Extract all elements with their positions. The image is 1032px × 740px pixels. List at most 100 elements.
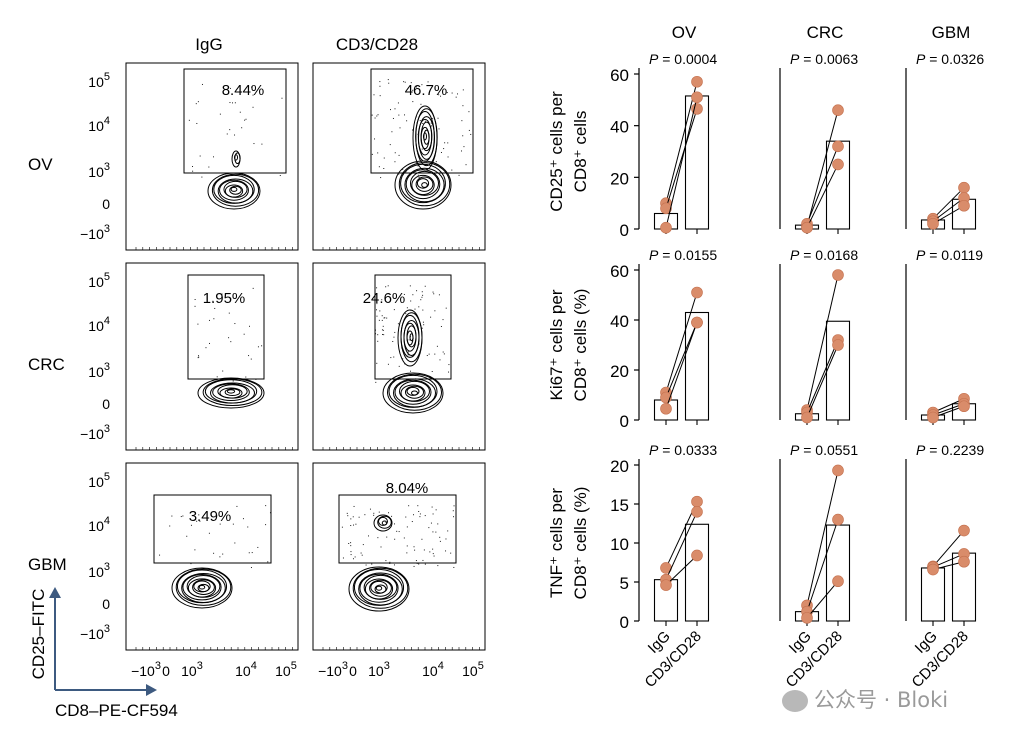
contour-ring <box>212 383 250 402</box>
column-title: CD3/CD28 <box>336 35 418 54</box>
event-dot <box>437 523 439 525</box>
event-dot <box>362 544 364 546</box>
event-dot <box>281 97 283 99</box>
event-dot <box>393 564 395 566</box>
event-dot <box>377 152 379 154</box>
y-tick-label: 5 <box>620 574 629 593</box>
data-point <box>660 221 672 234</box>
event-dot <box>230 341 232 343</box>
x-tick-label: 104 <box>422 660 444 679</box>
event-dot <box>352 516 354 518</box>
event-dot <box>375 329 377 331</box>
p-value: P = 0.0119 <box>916 247 983 263</box>
event-dot <box>250 567 252 569</box>
bar-panel: 0 20 40 60 P = 0.0155 Ki67⁺ cells per CD8⁺ cel… <box>547 247 717 431</box>
pair-line <box>806 146 839 225</box>
event-dot <box>261 143 263 145</box>
wechat-icon <box>782 690 808 712</box>
event-dot <box>440 151 442 153</box>
contour-ring <box>400 384 426 402</box>
gate-box <box>187 274 265 380</box>
data-point <box>958 524 970 537</box>
pair-line <box>665 292 698 393</box>
event-dot <box>398 531 400 533</box>
y-tick-label: 0 <box>102 596 110 612</box>
event-dot <box>355 523 357 525</box>
contour-ring <box>410 170 439 196</box>
event-dot <box>213 156 215 158</box>
event-dot <box>405 171 407 173</box>
contour-ring <box>226 389 236 394</box>
x-tick-label: 105 <box>462 660 484 679</box>
event-dot <box>353 505 355 507</box>
event-dot <box>381 315 383 317</box>
event-dot <box>419 350 421 352</box>
event-dot <box>243 333 245 335</box>
pair-line <box>806 580 839 619</box>
event-dot <box>199 520 201 522</box>
contour-ring <box>181 572 226 604</box>
event-dot <box>404 363 406 365</box>
event-dot <box>361 554 363 556</box>
event-dot <box>389 144 391 146</box>
p-value: P = 0.0333 <box>649 442 717 458</box>
event-dot <box>252 94 254 96</box>
contour-ring <box>394 379 432 405</box>
event-dot <box>432 553 434 555</box>
event-dot <box>190 563 192 565</box>
event-dot <box>458 174 460 176</box>
event-dot <box>201 176 203 178</box>
data-point <box>801 612 813 624</box>
pair-line <box>665 511 698 580</box>
event-dot <box>226 133 228 135</box>
event-dot <box>416 290 418 292</box>
x-tick-label: 105 <box>275 660 297 679</box>
event-dot <box>376 115 378 117</box>
event-dot <box>169 525 171 527</box>
event-dot <box>428 527 430 529</box>
pair-line <box>932 197 965 222</box>
contour-ring <box>387 373 442 411</box>
event-dot <box>239 111 241 113</box>
event-dot <box>434 353 436 355</box>
event-dot <box>387 285 389 287</box>
column-title: IgG <box>195 35 222 54</box>
x-tick-label: −103 <box>318 660 348 679</box>
event-dot <box>208 532 210 534</box>
event-dot <box>171 515 173 517</box>
event-dot <box>195 103 197 105</box>
event-dot <box>422 559 424 561</box>
data-point <box>801 221 813 234</box>
event-dot <box>394 523 396 525</box>
event-dot <box>415 128 417 130</box>
data-point <box>832 104 844 116</box>
event-dot <box>380 177 382 179</box>
event-dot <box>401 381 403 383</box>
bar <box>825 140 851 230</box>
contour-ring <box>175 568 232 606</box>
watermark-text: 公众号 · Bloki <box>814 688 949 712</box>
event-dot <box>394 152 396 154</box>
contour-ring <box>409 333 414 342</box>
event-dot <box>371 114 373 116</box>
pair-line <box>665 97 698 228</box>
event-dot <box>232 380 234 382</box>
event-dot <box>421 327 423 329</box>
data-point <box>958 555 970 568</box>
x-axis-label: CD8–PE-CF594 <box>55 701 178 720</box>
event-dot <box>379 310 381 312</box>
bar-panel: P = 0.0063 CRC <box>779 23 858 234</box>
event-dot <box>468 129 470 131</box>
event-dot <box>422 321 424 323</box>
event-dot <box>411 315 413 317</box>
event-dot <box>424 285 426 287</box>
event-dot <box>411 521 413 523</box>
event-dot <box>245 376 247 378</box>
event-dot <box>420 103 422 105</box>
event-dot <box>378 319 380 321</box>
event-dot <box>252 287 254 289</box>
event-dot <box>236 505 238 507</box>
x-tick-label: 103 <box>368 660 390 679</box>
